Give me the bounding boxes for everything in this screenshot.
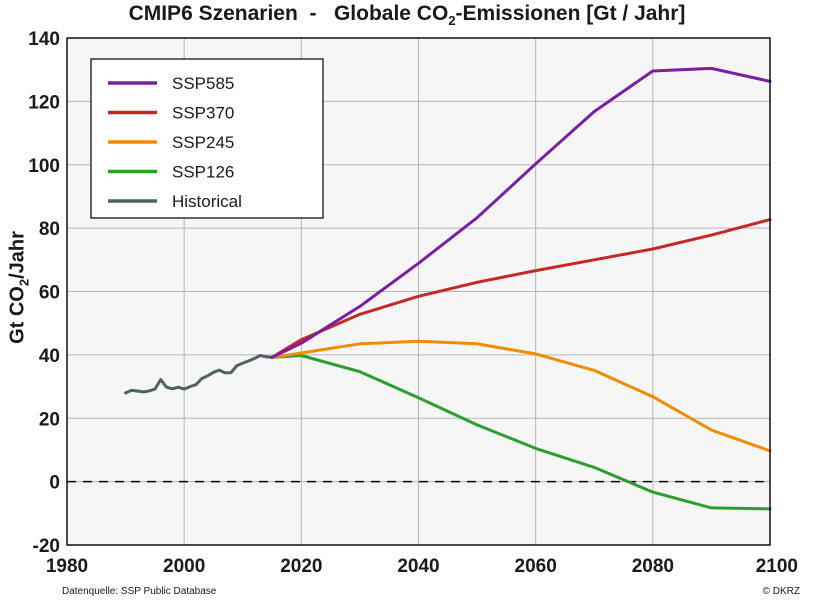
y-tick-label: 40 bbox=[39, 346, 60, 367]
legend-label-ssp585: SSP585 bbox=[172, 74, 234, 93]
x-tick-label: 2000 bbox=[163, 556, 205, 577]
legend-label-historical: Historical bbox=[172, 192, 242, 211]
chart-title: CMIP6 Szenarien - Globale CO2-Emissionen… bbox=[128, 2, 686, 29]
series-line-ssp126 bbox=[270, 354, 772, 511]
series-lines bbox=[124, 66, 772, 511]
series-line-ssp370 bbox=[270, 218, 772, 359]
series-line-historical bbox=[124, 354, 274, 395]
legend-box bbox=[90, 58, 324, 219]
y-tick-labels: -20 0 20 40 60 80 100 120 140 bbox=[28, 29, 60, 557]
y-tick-label: 60 bbox=[39, 283, 60, 304]
y-tick-label: -20 bbox=[33, 536, 60, 557]
plot-border bbox=[66, 37, 771, 546]
y-tick-label: 20 bbox=[39, 409, 60, 430]
x-tick-labels: 1980 2000 2020 2040 2060 2080 2100 bbox=[46, 556, 798, 577]
x-tick-label: 2080 bbox=[632, 556, 674, 577]
y-tick-label: 0 bbox=[49, 473, 60, 494]
x-tick-label: 2020 bbox=[280, 556, 322, 577]
y-tick-label: 120 bbox=[28, 92, 60, 113]
x-tick-label: 2040 bbox=[397, 556, 439, 577]
y-tick-label: 80 bbox=[39, 219, 60, 240]
data-source-note: Datenquelle: SSP Public Database bbox=[62, 586, 217, 597]
legend-label-ssp126: SSP126 bbox=[172, 163, 234, 182]
x-tick-label: 2060 bbox=[515, 556, 557, 577]
legend: SSP585 SSP370 SSP245 SSP126 Historical bbox=[90, 58, 324, 219]
y-tick-label: 100 bbox=[28, 156, 60, 177]
y-tick-label: 140 bbox=[28, 29, 60, 50]
series-line-ssp585 bbox=[270, 66, 772, 359]
series-line-ssp245 bbox=[270, 339, 772, 453]
copyright-credit: © DKRZ bbox=[762, 586, 800, 597]
legend-label-ssp245: SSP245 bbox=[172, 133, 234, 152]
x-tick-label: 2100 bbox=[756, 556, 798, 577]
x-tick-label: 1980 bbox=[46, 556, 88, 577]
legend-label-ssp370: SSP370 bbox=[172, 104, 234, 123]
